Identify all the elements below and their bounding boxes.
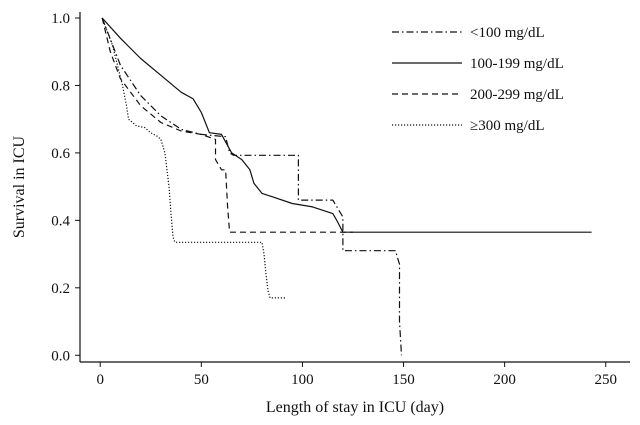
x-tick-label: 50 [194, 372, 209, 388]
series-line-0 [101, 17, 403, 356]
x-tick-label: 100 [291, 372, 314, 388]
x-tick-label: 0 [96, 372, 104, 388]
legend-label-3: ≥300 mg/dL [470, 118, 544, 134]
y-tick-label: 0.2 [51, 281, 70, 297]
legend-label-0: <100 mg/dL [470, 25, 545, 41]
series-line-2 [101, 17, 353, 233]
legend: <100 mg/dL 100-199 mg/dL 200-299 mg/dL ≥300… [392, 25, 564, 134]
y-tick-label: 0.0 [51, 348, 70, 364]
y-tick-label: 0.8 [51, 78, 70, 94]
series-line-3 [101, 17, 287, 299]
legend-label-2: 200-299 mg/dL [470, 87, 564, 103]
y-tick-label: 0.4 [51, 213, 70, 229]
legend-label-1: 100-199 mg/dL [470, 56, 564, 72]
x-tick-label: 150 [392, 372, 415, 388]
series-line-1 [101, 17, 592, 233]
y-axis-title: Survival in ICU [11, 135, 28, 238]
y-tick-label: 0.6 [51, 146, 70, 162]
x-tick-label: 250 [594, 372, 617, 388]
x-axis-title: Length of stay in ICU (day) [266, 399, 444, 416]
series-lines [101, 17, 592, 356]
x-tick-label: 200 [493, 372, 516, 388]
axes: 0 50 100 150 200 250 0.0 0.2 0.4 0.6 0.8 1.0 [51, 11, 630, 388]
y-tick-label: 1.0 [51, 11, 70, 27]
